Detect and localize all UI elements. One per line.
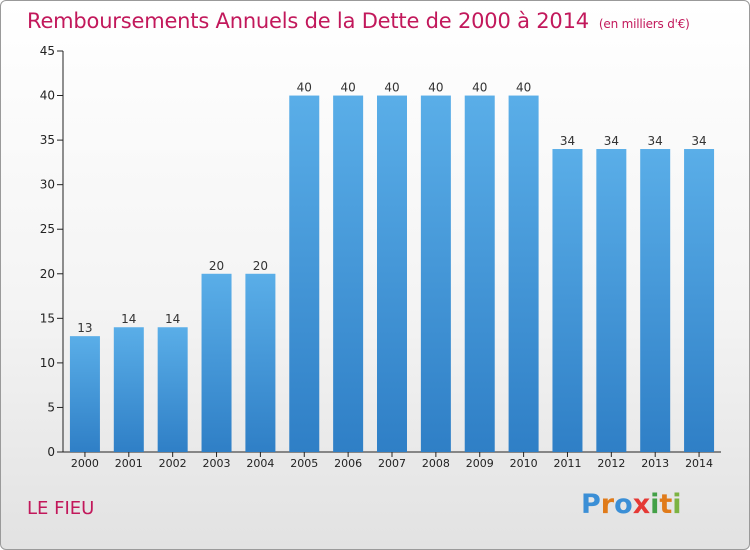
y-tick-label: 35 (40, 133, 55, 147)
y-tick-label: 5 (47, 400, 55, 414)
x-tick-label: 2004 (246, 457, 274, 470)
x-tick-label: 2005 (290, 457, 318, 470)
bars: 13 14 14 20 20 40 40 40 40 40 40 34 34 34 34 (69, 81, 715, 453)
y-tick-label: 45 (40, 44, 55, 58)
proxiti-logo: Proxiti (581, 489, 682, 520)
y-tick-label: 20 (40, 267, 55, 281)
bar (640, 149, 671, 452)
bar (201, 273, 232, 452)
x-tick-label: 2008 (422, 457, 450, 470)
y-tick-label: 0 (47, 445, 55, 459)
y-tick-label: 40 (40, 89, 55, 103)
axes: 0 5 10 15 20 25 30 35 40 45 2000 2001 2002 2003 2004 20… (40, 44, 721, 470)
x-tick-label: 2000 (71, 457, 99, 470)
bar (464, 95, 495, 453)
chart-title: Remboursements Annuels de la Dette de 20… (27, 9, 690, 33)
data-label: 34 (691, 134, 706, 148)
y-tick-label: 10 (40, 356, 55, 370)
bar (113, 327, 144, 452)
data-label: 40 (340, 81, 355, 95)
bar (596, 149, 627, 452)
x-tick-label: 2007 (378, 457, 406, 470)
x-tick-label: 2010 (510, 457, 538, 470)
bar (508, 95, 539, 453)
data-label: 34 (560, 134, 575, 148)
data-label: 20 (253, 259, 268, 273)
chart-title-text: Remboursements Annuels de la Dette de 20… (27, 9, 589, 33)
data-label: 34 (604, 134, 619, 148)
y-tick-label: 25 (40, 222, 55, 236)
x-tick-label: 2009 (466, 457, 494, 470)
bar (552, 149, 583, 452)
y-tick-label: 15 (40, 311, 55, 325)
bar (377, 95, 407, 453)
x-tick-label: 2014 (685, 457, 713, 470)
x-tick-label: 2001 (115, 457, 143, 470)
y-tick-label: 30 (40, 178, 55, 192)
bar (245, 273, 276, 452)
data-label: 14 (121, 312, 136, 326)
commune-name: LE FIEU (27, 498, 95, 519)
bar (333, 95, 364, 453)
bar (420, 95, 451, 453)
data-label: 40 (297, 81, 312, 95)
data-label: 20 (209, 259, 224, 273)
chart-unit: (en milliers d'€) (598, 17, 690, 31)
data-label: 40 (472, 81, 487, 95)
x-tick-label: 2011 (553, 457, 581, 470)
bar (684, 149, 715, 452)
bar (289, 95, 320, 453)
x-tick-label: 2013 (641, 457, 669, 470)
bar (69, 336, 100, 452)
x-tick-label: 2002 (159, 457, 187, 470)
x-tick-label: 2003 (203, 457, 231, 470)
data-label: 34 (648, 134, 663, 148)
x-tick-label: 2006 (334, 457, 362, 470)
data-label: 40 (384, 81, 399, 95)
data-label: 13 (77, 321, 92, 335)
data-label: 40 (428, 81, 443, 95)
data-label: 14 (165, 312, 180, 326)
bar (157, 327, 188, 452)
data-label: 40 (516, 81, 531, 95)
x-tick-label: 2012 (597, 457, 625, 470)
